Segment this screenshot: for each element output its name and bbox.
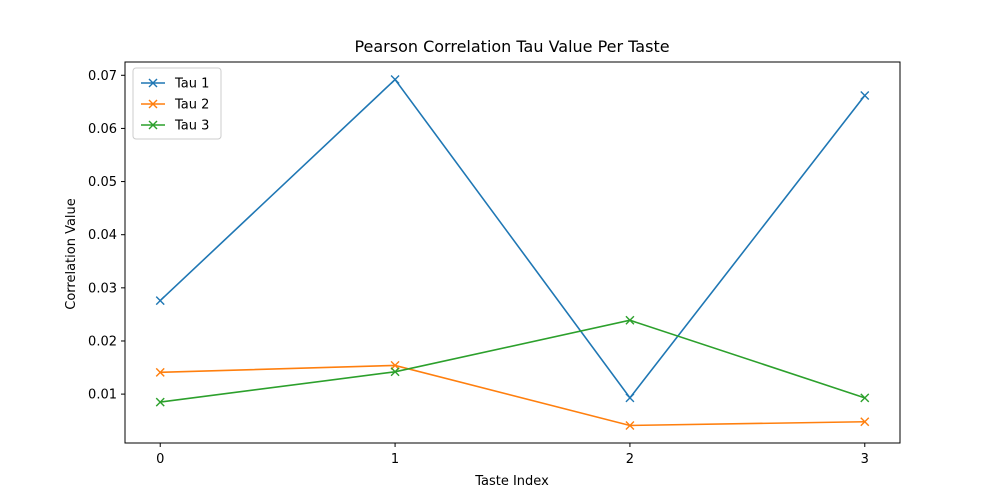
- x-axis-ticks: 0 1 2 3: [156, 443, 869, 467]
- y-tick-label: 0.05: [88, 175, 117, 190]
- plot-area: [124, 61, 901, 444]
- x-tick-label: 1: [391, 452, 399, 467]
- plot-frame: [124, 61, 901, 444]
- y-tick-label: 0.03: [88, 281, 117, 296]
- x-axis-label: Taste Index: [474, 474, 549, 489]
- y-axis-ticks: 0.01 0.02 0.03 0.04 0.05 0.06 0.07: [88, 69, 125, 403]
- series-line-2: [160, 364, 865, 427]
- series-layer: [155, 75, 870, 430]
- x-tick-label: 2: [626, 452, 634, 467]
- series-line-3: [160, 319, 866, 403]
- x-tick-label: 0: [156, 452, 164, 467]
- data-point-1-0: [155, 296, 165, 306]
- legend-marker-stroke: [148, 120, 158, 130]
- y-tick-label: 0.07: [88, 69, 117, 84]
- point-marker-stroke: [860, 417, 870, 427]
- data-point-3-2: [625, 315, 635, 325]
- data-point-1-1: [390, 75, 400, 85]
- data-point-1-2: [625, 393, 635, 403]
- y-axis-label: Correlation Value: [64, 198, 79, 310]
- series-line-1: [159, 78, 866, 400]
- y-tick-label: 0.04: [88, 228, 117, 243]
- data-point-3-1: [390, 367, 400, 377]
- y-tick-label: 0.01: [88, 388, 117, 403]
- legend: Tau 1 Tau 2 Tau 3: [132, 67, 222, 140]
- legend-marker-stroke: [148, 78, 158, 88]
- point-marker-stroke: [625, 420, 635, 430]
- point-marker-stroke: [155, 397, 165, 407]
- data-point-2-3: [860, 417, 870, 427]
- point-marker-stroke: [625, 393, 635, 403]
- point-marker-stroke: [390, 75, 400, 85]
- data-point-1-3: [860, 90, 870, 100]
- legend-label: Tau 2: [174, 98, 209, 113]
- y-tick-label: 0.06: [88, 122, 117, 137]
- point-marker-stroke: [155, 296, 165, 306]
- legend-label: Tau 1: [174, 77, 209, 92]
- legend-marker-stroke: [148, 99, 158, 109]
- legend-entry-2: Tau 2: [141, 98, 209, 113]
- legend-label: Tau 3: [174, 119, 209, 134]
- point-marker-stroke: [625, 315, 635, 325]
- y-tick-label: 0.02: [88, 334, 117, 349]
- point-marker-stroke: [860, 393, 870, 403]
- data-point-3-0: [155, 397, 165, 407]
- data-point-3-3: [860, 393, 870, 403]
- data-point-2-0: [155, 367, 165, 377]
- point-marker-stroke: [390, 360, 400, 370]
- data-point-2-1: [390, 360, 400, 370]
- x-tick-label: 3: [861, 452, 869, 467]
- legend-entry-1: Tau 1: [141, 77, 209, 92]
- point-marker-stroke: [390, 367, 400, 377]
- chart-title: Pearson Correlation Tau Value Per Taste: [354, 37, 669, 56]
- data-point-2-2: [625, 420, 635, 430]
- point-marker-stroke: [155, 367, 165, 377]
- point-marker-stroke: [860, 90, 870, 100]
- legend-entry-3: Tau 3: [141, 119, 209, 134]
